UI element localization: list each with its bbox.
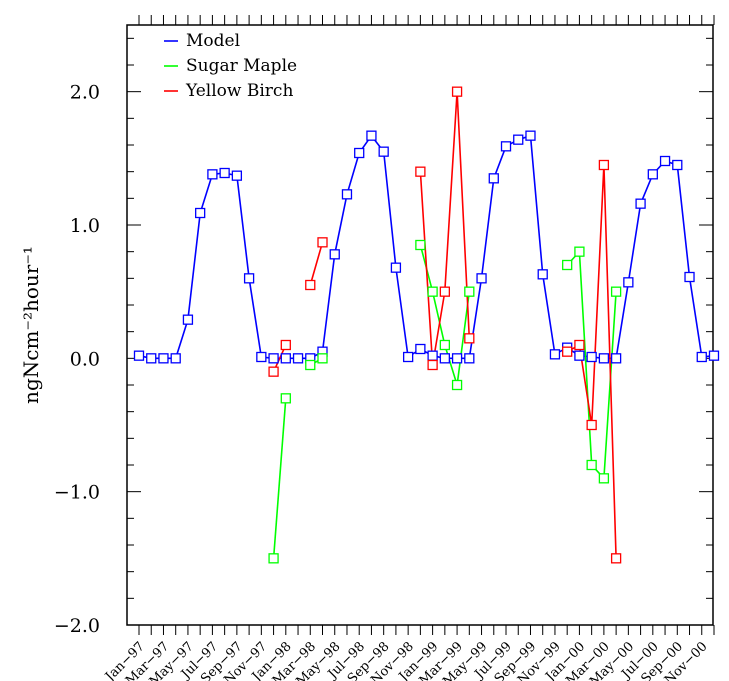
model-point [146,353,157,364]
model-point [488,173,499,184]
model-point [207,169,218,180]
y-axis-tick-labels: 2.0 1.0 0.0 −1.0 −2.0 [54,82,100,637]
y-tick-label: 1.0 [70,215,100,237]
model-point [476,273,487,284]
model-point [292,353,304,364]
model-point [280,353,291,364]
model-point [195,207,206,219]
yellow-birch-point [415,166,426,177]
model-point [158,353,169,364]
yellow-birch-point [317,237,328,248]
model-point [513,134,524,145]
model-point [708,350,720,361]
model-point [402,351,414,363]
yellow-birch-point [464,333,475,344]
model-point [610,353,622,364]
yellow-birch-point [427,359,438,371]
model-point [390,262,402,273]
yellow-birch-point [562,346,573,357]
legend-label: Model [186,31,240,51]
model-point [268,353,279,364]
yellow-birch-point [439,286,450,297]
model-point [537,269,548,280]
yellow-birch-point [598,159,610,171]
model-point [219,167,230,179]
yellow-birch-point [268,366,279,377]
y-tick-label: 2.0 [70,82,100,104]
sugar-maple-point [427,286,438,297]
sugar-maple-point [305,359,316,371]
model-point [415,343,426,355]
model-point [623,277,634,288]
model-point [464,353,475,364]
model-point [439,353,450,364]
sugar-maple-point [464,286,475,297]
model-point [684,271,695,283]
yellow-birch-point [574,339,585,351]
yellow-birch-point [305,279,316,291]
model-point [256,351,267,363]
model-point [451,353,463,364]
sugar-maple-point [610,286,622,297]
model-point [647,169,658,180]
model-point [378,146,389,157]
sugar-maple-line [566,249,617,481]
sugar-maple-point [439,339,450,351]
model-point [182,314,194,325]
model-point [170,353,181,364]
sugar-maple-point [415,239,426,251]
yellow-birch-line [309,242,324,286]
yellow-birch-point [610,553,622,564]
sugar-maple-point [598,473,610,484]
model-point [696,351,707,363]
model-point [586,351,597,363]
model-point [243,273,255,284]
y-tick-label: −1.0 [54,482,100,504]
sugar-maple-point [562,259,573,271]
yellow-birch-point [280,339,291,351]
sugar-maple-point [586,459,597,471]
model-point [672,159,683,171]
model-point [549,349,561,360]
y-axis-title: ngNcm⁻²hour⁻¹ [19,246,43,404]
sugar-maple-point [280,393,291,404]
y-tick-label: 0.0 [70,348,100,370]
model-point [341,189,353,200]
sugar-maple-point [268,553,279,564]
model-point [427,350,438,361]
series-layer [133,86,720,564]
legend: Model Sugar Maple Yellow Birch [164,31,297,101]
yellow-birch-point [451,86,463,97]
yellow-birch-point [586,419,597,431]
legend-label: Sugar Maple [186,56,297,76]
sugar-maple-point [451,379,463,391]
model-point [133,350,145,361]
sugar-maple-point [317,353,328,364]
model-point [329,249,340,260]
model-point [366,130,377,141]
legend-label: Yellow Birch [185,81,293,101]
model-point [354,147,365,159]
model-point [525,130,536,141]
sugar-maple-point [574,246,585,257]
sugar-maple-line [272,398,287,559]
model-point [231,170,243,181]
model-point [574,350,585,361]
yellow-birch-line [419,91,471,366]
model-point [598,353,610,364]
model-point [500,141,512,152]
plot-frame [126,24,714,626]
model-point [635,198,646,209]
x-axis-tick-labels: Jan−97Mar−97May−97Jul−97Sep−97Nov−97Jan−… [101,639,710,681]
axis-ticks [127,15,715,635]
y-tick-label: −2.0 [54,615,100,637]
model-point [659,155,671,167]
